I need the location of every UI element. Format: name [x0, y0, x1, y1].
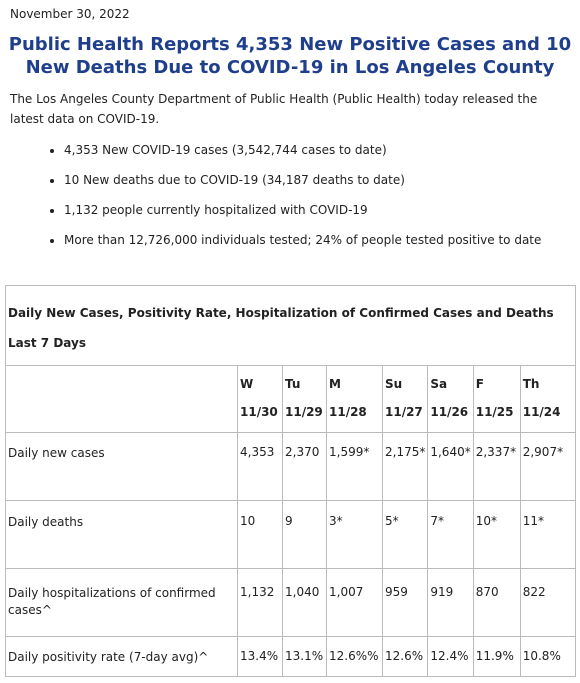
- caption-row: Daily New Cases, Positivity Rate, Hospit…: [5, 285, 576, 366]
- date: 11/27: [385, 405, 423, 419]
- cell: 4,353: [237, 432, 283, 501]
- table-row: Daily hospitalizations of confirmed case…: [5, 568, 576, 637]
- cell: 2,907*: [519, 432, 576, 501]
- cell: 10*: [472, 500, 521, 569]
- cell: 2,337*: [472, 432, 521, 501]
- headline: Public Health Reports 4,353 New Positive…: [8, 34, 572, 78]
- date: 11/25: [475, 405, 514, 419]
- header-cell: Sa 11/26: [427, 365, 474, 433]
- row-label: Daily hospitalizations of confirmed case…: [5, 568, 238, 637]
- date: 11/24: [522, 405, 561, 419]
- cell: 10.8%: [519, 636, 576, 677]
- day: F: [475, 377, 484, 391]
- cell: 5*: [381, 500, 429, 569]
- date: 11/28: [329, 405, 367, 419]
- cell: 13.1%: [282, 636, 327, 677]
- header-cell: W 11/30: [237, 365, 283, 433]
- cell: 1,640*: [427, 432, 474, 501]
- cell: 1,007: [326, 568, 383, 637]
- date: 11/29: [285, 405, 323, 419]
- header-cell: F 11/25: [472, 365, 521, 433]
- header-cell: Su 11/27: [381, 365, 429, 433]
- table-row: Daily deaths 10 9 3* 5* 7* 10* 11*: [5, 500, 576, 569]
- cell: 9: [282, 500, 327, 569]
- bullet: 4,353 New COVID-19 cases (3,542,744 case…: [64, 140, 564, 160]
- cell: 12.6%: [381, 636, 429, 677]
- date: 11/30: [240, 405, 278, 419]
- cell: 10: [237, 500, 283, 569]
- header-cell: [5, 365, 238, 433]
- day: Tu: [285, 377, 301, 391]
- header-row: W 11/30 Tu 11/29 M 11/28 Su 11/27 Sa 11/26 F 11/25 T…: [5, 365, 576, 433]
- day: M: [329, 377, 341, 391]
- cell: 822: [519, 568, 576, 637]
- row-label: Daily positivity rate (7-day avg)^: [5, 636, 238, 677]
- date: November 30, 2022: [10, 7, 130, 21]
- cell: 1,599*: [326, 432, 383, 501]
- table-caption: Daily New Cases, Positivity Rate, Hospit…: [5, 285, 576, 366]
- row-label: Daily new cases: [5, 432, 238, 501]
- cell: 12.4%: [427, 636, 474, 677]
- cell: 919: [427, 568, 474, 637]
- day: W: [240, 377, 254, 391]
- day: Sa: [430, 377, 448, 391]
- bullet: More than 12,726,000 individuals tested;…: [64, 230, 564, 250]
- date: 11/26: [430, 405, 469, 419]
- cell: 2,370: [282, 432, 327, 501]
- header-cell: Th 11/24: [519, 365, 576, 433]
- cell: 2,175*: [381, 432, 429, 501]
- table-row: Daily positivity rate (7-day avg)^ 13.4% 1…: [5, 636, 576, 677]
- bullet: 1,132 people currently hospitalized with…: [64, 200, 564, 220]
- cell: 870: [472, 568, 521, 637]
- intro: The Los Angeles County Department of Pub…: [10, 92, 538, 126]
- header-cell: M 11/28: [326, 365, 383, 433]
- cell: 7*: [427, 500, 474, 569]
- cell: 12.6%%: [326, 636, 383, 677]
- day: Th: [522, 377, 540, 391]
- day: Su: [385, 377, 403, 391]
- cell: 11.9%: [472, 636, 521, 677]
- cell: 1,040: [282, 568, 327, 637]
- cell: 959: [381, 568, 429, 637]
- header-cell: Tu 11/29: [282, 365, 327, 433]
- table-row: Daily new cases 4,353 2,370 1,599* 2,175* 1,6…: [5, 432, 576, 501]
- bullet: 10 New deaths due to COVID-19 (34,187 de…: [64, 170, 564, 190]
- cell: 1,132: [237, 568, 283, 637]
- cell: 13.4%: [237, 636, 283, 677]
- data-table: Daily New Cases, Positivity Rate, Hospit…: [5, 285, 576, 677]
- cell: 3*: [326, 500, 383, 569]
- row-label: Daily deaths: [5, 500, 238, 569]
- bullet-list: 4,353 New COVID-19 cases (3,542,744 case…: [0, 140, 564, 260]
- cell: 11*: [519, 500, 576, 569]
